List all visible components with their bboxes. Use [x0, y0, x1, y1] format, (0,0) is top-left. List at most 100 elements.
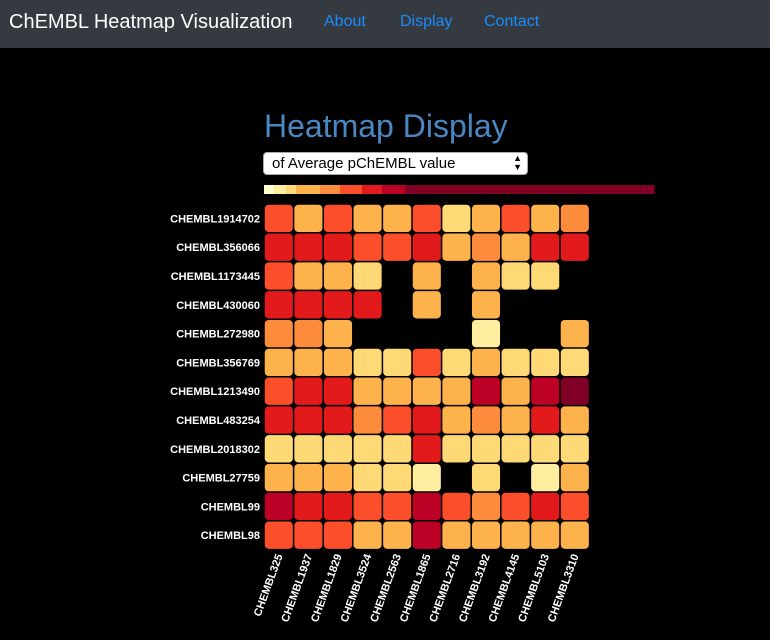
- heatmap-cell[interactable]: [471, 492, 501, 521]
- heatmap-cell[interactable]: [353, 406, 382, 434]
- heatmap-cell[interactable]: [560, 377, 589, 405]
- heatmap-cell[interactable]: [412, 233, 441, 261]
- heatmap-cell[interactable]: [442, 435, 471, 463]
- heatmap-cell[interactable]: [442, 204, 471, 233]
- metric-select[interactable]: of Average pChEMBL value ▲ ▼: [263, 152, 528, 175]
- heatmap-cell[interactable]: [471, 262, 501, 290]
- heatmap-cell[interactable]: [353, 521, 382, 549]
- heatmap-cell[interactable]: [471, 377, 501, 405]
- heatmap-cell[interactable]: [412, 204, 441, 233]
- heatmap-cell[interactable]: [353, 291, 382, 319]
- heatmap-cell[interactable]: [531, 204, 560, 233]
- heatmap-cell[interactable]: [353, 435, 382, 463]
- heatmap-cell[interactable]: [383, 463, 412, 492]
- heatmap-cell[interactable]: [501, 406, 530, 434]
- heatmap-cell[interactable]: [442, 233, 471, 261]
- heatmap-cell[interactable]: [501, 377, 530, 405]
- heatmap-cell[interactable]: [501, 262, 530, 290]
- heatmap-cell[interactable]: [353, 204, 382, 233]
- heatmap-cell[interactable]: [383, 492, 412, 521]
- heatmap-cell[interactable]: [294, 319, 323, 348]
- heatmap-cell[interactable]: [442, 521, 471, 549]
- heatmap-cell[interactable]: [471, 521, 501, 549]
- heatmap-cell[interactable]: [264, 406, 293, 434]
- heatmap-cell[interactable]: [323, 463, 353, 492]
- heatmap-cell[interactable]: [323, 521, 353, 549]
- heatmap-cell[interactable]: [531, 463, 560, 492]
- heatmap-cell[interactable]: [442, 348, 471, 377]
- heatmap-cell[interactable]: [412, 492, 441, 521]
- heatmap-cell[interactable]: [264, 492, 293, 521]
- heatmap-cell[interactable]: [501, 435, 530, 463]
- heatmap-cell[interactable]: [264, 377, 293, 405]
- navbar-brand[interactable]: ChEMBL Heatmap Visualization: [9, 11, 293, 33]
- heatmap-cell[interactable]: [383, 406, 412, 434]
- heatmap-cell[interactable]: [294, 204, 323, 233]
- heatmap-cell[interactable]: [471, 319, 501, 348]
- heatmap-cell[interactable]: [560, 348, 589, 377]
- heatmap-cell[interactable]: [294, 521, 323, 549]
- heatmap-cell[interactable]: [471, 204, 501, 233]
- nav-link-about[interactable]: About: [324, 13, 366, 30]
- heatmap-cell[interactable]: [531, 377, 560, 405]
- heatmap-cell[interactable]: [353, 463, 382, 492]
- nav-link-contact[interactable]: Contact: [484, 13, 540, 30]
- heatmap-cell[interactable]: [294, 233, 323, 261]
- heatmap-cell[interactable]: [471, 463, 501, 492]
- heatmap-cell[interactable]: [531, 435, 560, 463]
- heatmap-cell[interactable]: [501, 492, 530, 521]
- heatmap-cell[interactable]: [264, 521, 293, 549]
- heatmap-cell[interactable]: [501, 521, 530, 549]
- heatmap-cell[interactable]: [412, 291, 441, 319]
- heatmap-cell[interactable]: [531, 233, 560, 261]
- heatmap-cell[interactable]: [323, 262, 353, 290]
- heatmap-cell[interactable]: [264, 291, 293, 319]
- heatmap-cell[interactable]: [471, 435, 501, 463]
- heatmap-cell[interactable]: [442, 377, 471, 405]
- heatmap-cell[interactable]: [264, 262, 293, 290]
- heatmap-cell[interactable]: [383, 435, 412, 463]
- heatmap-cell[interactable]: [531, 406, 560, 434]
- heatmap-cell[interactable]: [294, 492, 323, 521]
- heatmap-cell[interactable]: [501, 233, 530, 261]
- heatmap-cell[interactable]: [412, 377, 441, 405]
- heatmap-cell[interactable]: [264, 204, 293, 233]
- heatmap-cell[interactable]: [412, 348, 441, 377]
- heatmap-cell[interactable]: [353, 262, 382, 290]
- heatmap-cell[interactable]: [294, 435, 323, 463]
- heatmap-cell[interactable]: [471, 291, 501, 319]
- heatmap-cell[interactable]: [412, 262, 441, 290]
- heatmap-cell[interactable]: [531, 262, 560, 290]
- heatmap-cell[interactable]: [412, 435, 441, 463]
- heatmap-cell[interactable]: [353, 492, 382, 521]
- heatmap-cell[interactable]: [560, 521, 589, 549]
- heatmap-cell[interactable]: [501, 204, 530, 233]
- heatmap-cell[interactable]: [264, 348, 293, 377]
- heatmap-cell[interactable]: [383, 348, 412, 377]
- heatmap-cell[interactable]: [353, 348, 382, 377]
- heatmap-cell[interactable]: [264, 435, 293, 463]
- heatmap-cell[interactable]: [323, 204, 353, 233]
- heatmap-cell[interactable]: [264, 233, 293, 261]
- heatmap-cell[interactable]: [323, 492, 353, 521]
- heatmap-cell[interactable]: [294, 406, 323, 434]
- heatmap-cell[interactable]: [353, 233, 382, 261]
- heatmap-cell[interactable]: [294, 348, 323, 377]
- heatmap-cell[interactable]: [442, 492, 471, 521]
- heatmap-cell[interactable]: [442, 406, 471, 434]
- heatmap-cell[interactable]: [294, 377, 323, 405]
- nav-link-display[interactable]: Display: [400, 13, 453, 30]
- heatmap-cell[interactable]: [294, 262, 323, 290]
- heatmap-cell[interactable]: [323, 348, 353, 377]
- heatmap-cell[interactable]: [560, 319, 589, 348]
- heatmap-cell[interactable]: [560, 204, 589, 233]
- heatmap-cell[interactable]: [383, 233, 412, 261]
- heatmap-cell[interactable]: [471, 348, 501, 377]
- heatmap-cell[interactable]: [323, 406, 353, 434]
- heatmap-cell[interactable]: [471, 233, 501, 261]
- heatmap-cell[interactable]: [264, 463, 293, 492]
- heatmap-cell[interactable]: [383, 204, 412, 233]
- heatmap-cell[interactable]: [560, 406, 589, 434]
- heatmap-cell[interactable]: [531, 492, 560, 521]
- heatmap-cell[interactable]: [560, 463, 589, 492]
